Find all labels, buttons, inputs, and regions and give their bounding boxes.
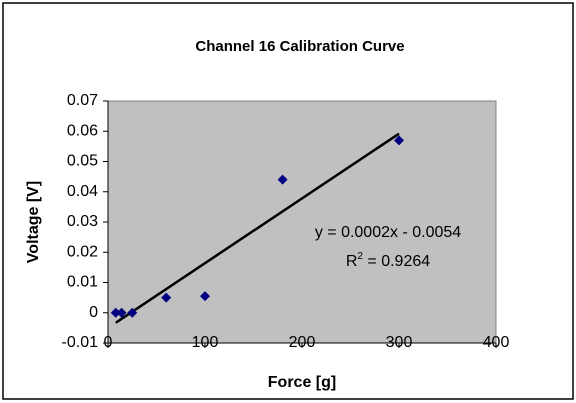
data-point xyxy=(200,291,210,302)
y-tick-label: 0.05 xyxy=(67,153,98,170)
trendline-equation: y = 0.0002x - 0.0054 xyxy=(315,224,461,241)
data-point xyxy=(127,307,138,318)
data-point xyxy=(110,307,121,318)
y-tick-label: 0.03 xyxy=(67,213,98,230)
data-point xyxy=(277,174,288,185)
y-tick-label: -0.01 xyxy=(62,334,99,351)
data-point xyxy=(161,292,172,303)
chart-title: Channel 16 Calibration Curve xyxy=(195,38,404,55)
r-squared: R2 = 0.9264 xyxy=(346,251,430,270)
y-axis-label: Voltage [V] xyxy=(25,181,42,263)
x-axis-label: Force [g] xyxy=(268,374,336,391)
plot-area xyxy=(107,100,497,344)
r-squared-value: = 0.9264 xyxy=(363,253,430,270)
y-tick-label: 0.04 xyxy=(67,183,98,200)
r-squared-symbol: R xyxy=(346,253,358,270)
x-tick-label: 0 xyxy=(104,334,113,351)
r-squared-exponent: 2 xyxy=(357,251,363,262)
trendline xyxy=(115,132,400,324)
data-point xyxy=(394,135,404,146)
x-tick-label: 300 xyxy=(386,334,413,351)
y-tick-label: 0.01 xyxy=(67,274,98,291)
y-tick-label: 0.06 xyxy=(67,122,98,139)
x-tick-label: 400 xyxy=(483,334,510,351)
data-point xyxy=(116,307,127,318)
x-tick-label: 100 xyxy=(192,334,219,351)
y-tick-label: 0.07 xyxy=(67,92,98,109)
x-tick-label: 200 xyxy=(289,334,316,351)
y-tick-label: 0.02 xyxy=(67,243,98,260)
y-tick-label: 0 xyxy=(89,304,98,321)
